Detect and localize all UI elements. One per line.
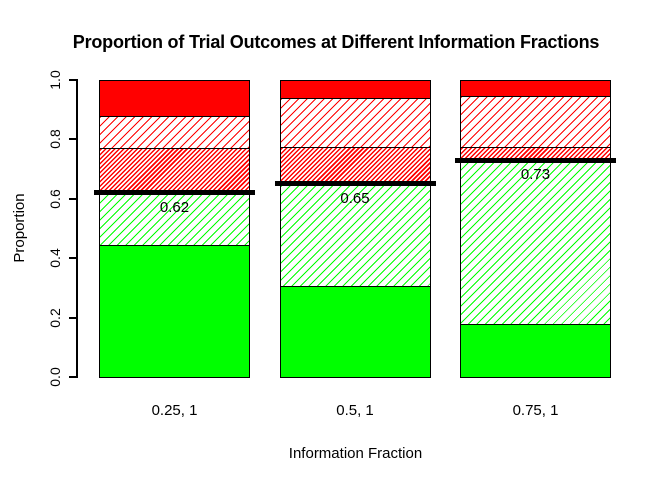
bar-segment-green-hatched <box>460 160 611 324</box>
x-tick-label: 0.5, 1 <box>336 402 374 419</box>
threshold-line <box>455 157 616 163</box>
bar-segment-red-hatched <box>279 97 431 147</box>
bar-segment-red-dense-hatched <box>99 148 250 193</box>
bar-segment-solid-green <box>99 244 250 377</box>
y-tick-mark <box>69 316 76 319</box>
bar-segment-red-dense-hatched <box>279 146 431 186</box>
bar-segment-solid-red <box>279 80 431 98</box>
stacked-bar <box>460 80 611 378</box>
y-tick-label: 0.2 <box>47 307 63 328</box>
bar-segment-solid-green <box>279 286 431 377</box>
x-axis-label: Information Fraction <box>288 445 423 462</box>
y-tick-mark <box>69 79 76 81</box>
threshold-line <box>94 190 255 196</box>
y-axis-label: Proportion <box>11 193 28 263</box>
bar-segment-solid-red <box>99 80 250 116</box>
x-tick-label: 0.25, 1 <box>151 402 198 419</box>
y-tick-mark <box>69 138 76 141</box>
bar-segment-red-dense-hatched <box>460 146 611 161</box>
threshold-line <box>274 181 436 187</box>
y-tick-label: 0.8 <box>47 129 63 150</box>
stacked-bar <box>99 80 250 378</box>
y-tick-label: 0.0 <box>47 367 63 387</box>
bar-segment-red-hatched <box>460 96 611 147</box>
bar-segment-solid-red <box>460 80 611 97</box>
threshold-value-label: 0.62 <box>159 198 190 216</box>
y-tick-label: 1.0 <box>47 70 63 90</box>
y-tick-label: 0.4 <box>47 248 63 268</box>
stacked-bar <box>279 80 431 378</box>
bar-segment-solid-green <box>460 323 611 377</box>
threshold-value-label: 0.73 <box>520 166 551 184</box>
bar-segment-red-hatched <box>99 115 250 149</box>
y-tick-mark <box>69 376 76 378</box>
bar-segment-green-hatched <box>279 185 431 287</box>
y-axis-line <box>76 79 78 378</box>
threshold-value-label: 0.65 <box>340 189 370 207</box>
x-tick-label: 0.75, 1 <box>512 402 559 419</box>
y-tick-mark <box>69 197 76 200</box>
y-tick-mark <box>69 257 76 260</box>
y-tick-label: 0.6 <box>47 189 63 209</box>
chart-title: Proportion of Trial Outcomes at Differen… <box>72 32 600 52</box>
